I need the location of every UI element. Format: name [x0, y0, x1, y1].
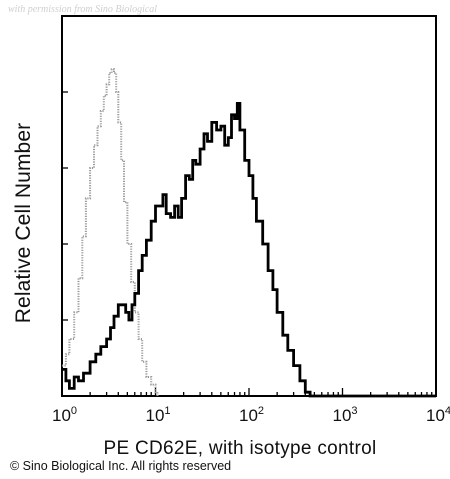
x-axis-label: PE CD62E, with isotype control: [103, 438, 377, 459]
y-axis-label: Relative Cell Number: [12, 122, 35, 324]
x-tick-label: 101: [146, 405, 171, 425]
plot-frame: [61, 15, 437, 397]
x-tick-label: 100: [52, 405, 77, 425]
copyright-text: © Sino Biological Inc. All rights reserv…: [10, 459, 232, 473]
watermark-text: with permission from Sino Biological: [8, 4, 158, 15]
x-tick-label: 103: [333, 405, 358, 425]
cd62e-histogram-line: [62, 102, 436, 398]
series-group: [62, 68, 436, 398]
x-tick-label: 102: [239, 405, 264, 425]
x-tick-label: 104: [426, 405, 450, 425]
isotype-control-line: [62, 68, 159, 396]
x-tick-labels: 100 101 102 103 104: [52, 405, 450, 425]
axis-ticks: [61, 91, 437, 396]
